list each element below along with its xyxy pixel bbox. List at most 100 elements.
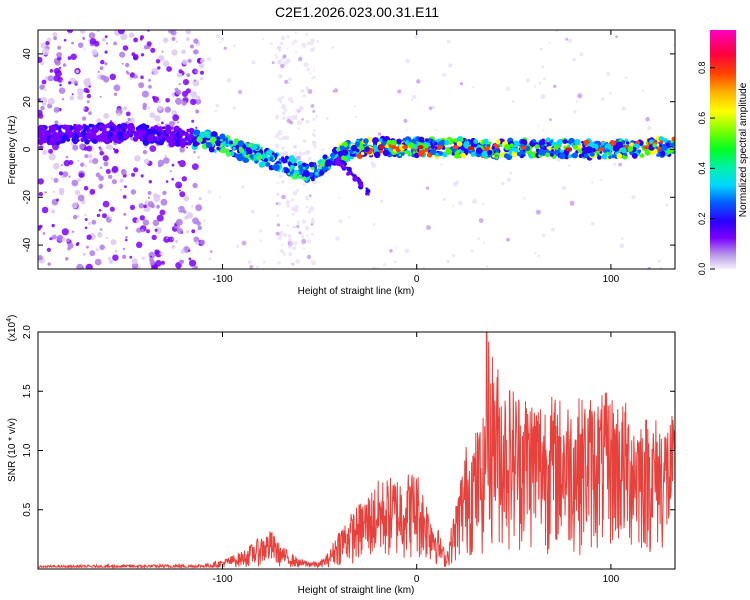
spectrogram-ridge-point [404,140,410,145]
spectrogram-noise-point [312,129,316,133]
spectrogram-ridge-point [166,136,173,144]
spectrogram-ridge-point [188,135,192,139]
spectrogram-noise-point [300,242,303,245]
spectrogram-ridge-point [269,156,274,161]
spectrogram-noise-point [279,75,283,78]
spectrogram-noise-point [175,262,182,269]
spectrogram-noise-point [75,69,80,74]
spectrogram-noise-point [377,266,380,269]
spectrogram-ridge-point [545,152,550,158]
spectrogram-noise-point [442,72,447,77]
snr-x-axis-label: Height of straight line (km) [298,585,415,596]
spectrogram-noise-point [277,59,283,64]
spectrogram-noise-point [168,236,175,243]
spectrogram-noise-point [84,213,87,217]
spectrogram-ridge-point [597,155,602,160]
spectrogram-noise-point [160,198,168,206]
spectrogram-noise-point [579,52,584,57]
spectrogram-noise-point [301,42,307,49]
spectrogram-noise-point [281,243,284,246]
spectrogram-ridge-point [430,144,436,149]
spectrogram-ridge-point [473,139,479,144]
spectrogram-noise-point [193,150,196,154]
spectrogram-noise-point [195,109,200,114]
spectrogram-noise-point [298,231,302,235]
spectrogram-noise-point [506,177,511,182]
spectrogram-noise-point [196,221,202,226]
spectrogram-noise-point [84,165,87,168]
spectrogram-noise-point [181,90,189,97]
spectrogram-noise-point [300,89,305,93]
spectrogram-noise-point [619,243,625,249]
spectrogram-noise-point [276,46,281,50]
spectrogram-noise-point [286,58,291,63]
spectrogram-ridge-point [495,139,501,145]
spectrogram-noise-point [316,40,320,43]
spectrogram-noise-point [280,63,285,69]
spectrogram-ridge-point [381,140,387,146]
spectrogram-noise-point [48,148,54,154]
spectrogram-y-tick-label: 0 [22,146,33,152]
spectrogram-noise-point [276,192,280,197]
spectrogram-noise-point [63,159,71,167]
spectrogram-ridge-point [354,141,360,147]
spectrogram-noise-point [305,119,310,124]
spectrogram-ridge-point [46,131,51,137]
spectrogram-ridge-point [665,142,670,147]
spectrogram-noise-point [71,202,78,209]
spectrogram-noise-point [296,220,300,224]
spectrogram-ridge-point [330,152,335,158]
spectrogram-noise-point [309,206,315,212]
spectrogram-noise-point [198,197,202,201]
spectrogram-noise-point [159,209,166,216]
spectrogram-ridge-point [456,141,463,147]
spectrogram-noise-point [534,252,537,255]
spectrogram-ridge-point [278,158,282,161]
spectrogram-ridge-point [408,142,415,149]
spectrogram-noise-point [101,213,107,219]
spectrogram-noise-point [312,109,316,113]
spectrogram-noise-point [190,98,197,106]
spectrogram-noise-point [180,249,185,254]
spectrogram-x-tick-label: -100 [212,274,232,285]
spectrogram-noise-point [44,88,47,92]
spectrogram-noise-point [194,69,199,74]
spectrogram-noise-point [333,88,339,93]
spectrogram-noise-point [284,79,289,84]
spectrogram-noise-point [511,100,515,103]
spectrogram-noise-point [49,69,54,73]
spectrogram-noise-point [122,254,127,259]
spectrogram-noise-point [72,214,78,220]
spectrogram-noise-point [296,188,300,192]
spectrogram-noise-point [425,186,430,190]
spectrogram-ridge-point [396,138,402,145]
spectrogram-noise-point [162,190,167,196]
spectrogram-noise-point [179,191,186,198]
spectrogram-noise-point [148,84,152,89]
spectrogram-noise-point [410,98,414,102]
spectrogram-noise-point [288,77,292,82]
spectrogram-noise-point [131,172,136,177]
spectrogram-noise-point [56,198,59,202]
spectrogram-ridge-point [427,138,432,143]
spectrogram-noise-point [485,265,489,268]
spectrogram-ridge-point [373,151,381,159]
spectrogram-noise-point [168,30,174,34]
spectrogram-peak-point [598,147,605,152]
spectrogram-noise-point [305,206,309,209]
spectrogram-noise-point [311,77,314,80]
spectrogram-ridge-point [620,147,627,154]
spectrogram-noise-point [61,228,69,236]
spectrogram-ridge-point [265,150,270,156]
spectrogram-noise-point [130,189,137,195]
spectrogram-ridge-point [219,133,226,140]
spectrogram-noise-point [147,106,150,109]
spectrogram-noise-point [295,259,301,264]
spectrogram-noise-point [281,95,285,99]
spectrogram-noise-point [371,162,377,168]
spectrogram-noise-point [276,223,281,227]
spectrogram-noise-point [193,79,197,82]
spectrogram-noise-point [99,166,103,170]
spectrogram-noise-point [38,178,44,185]
